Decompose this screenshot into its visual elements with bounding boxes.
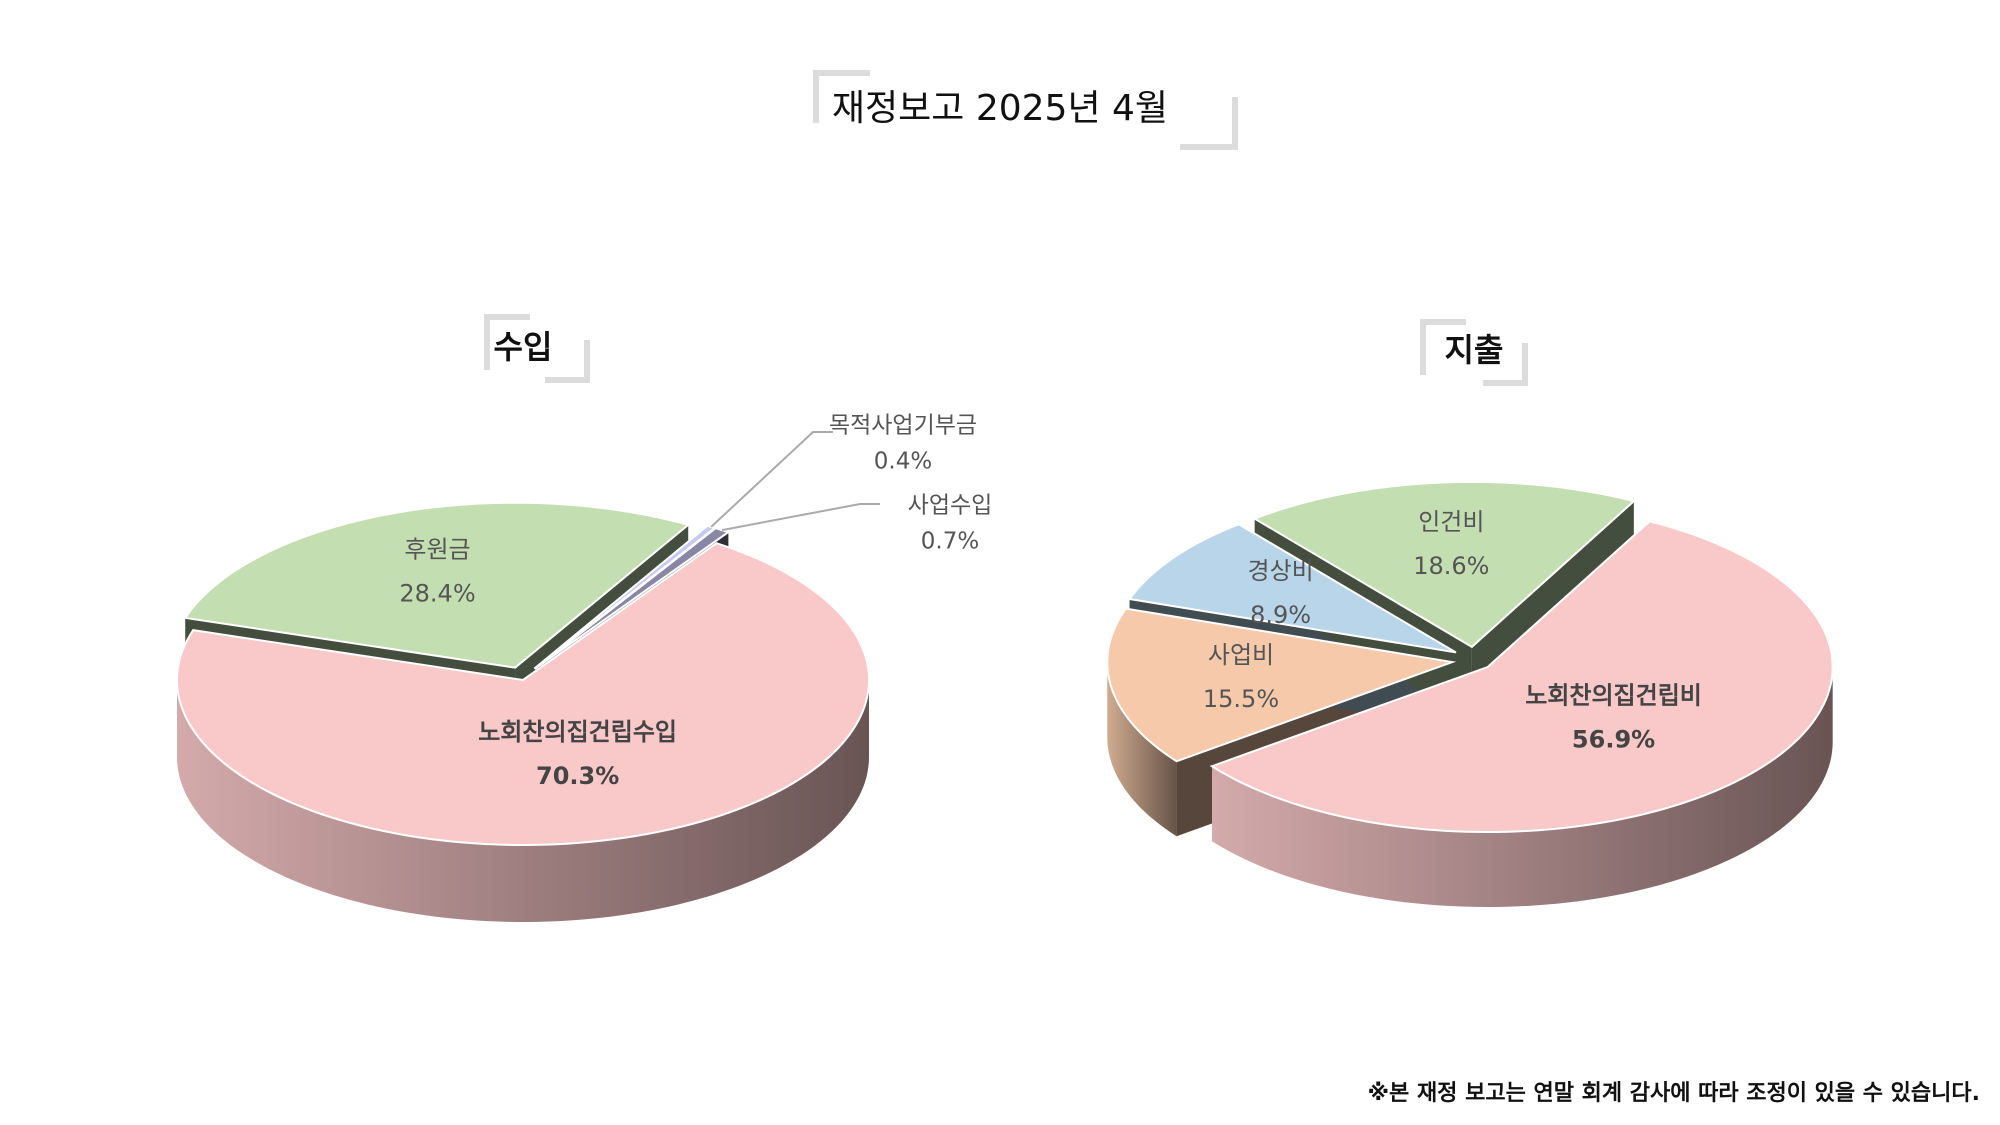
slice-wall: [1211, 667, 1833, 908]
slice-label: 목적사업기부금: [829, 413, 977, 439]
slice-value-label: 15.5%: [1203, 685, 1279, 713]
slice-value-label: 18.6%: [1413, 552, 1489, 580]
slice: [176, 542, 870, 846]
bracket: [1420, 319, 1466, 375]
chart-title: 수입: [494, 328, 553, 366]
bracket: [1483, 343, 1528, 386]
leader-line: [710, 431, 833, 528]
slice-label: 노회찬의집건립비: [1525, 681, 1702, 709]
slice-value-label: 0.7%: [921, 529, 979, 555]
page-title: 재정보고 2025년 4월: [832, 88, 1168, 129]
pie-walls: [1107, 662, 1833, 908]
pie-tops: [176, 501, 870, 846]
slice-value-label: 70.3%: [536, 762, 619, 790]
pie-walls: [177, 680, 869, 922]
slice-label: 후원금: [404, 535, 470, 563]
slice: [1209, 520, 1834, 834]
bracket: [1180, 97, 1238, 150]
bracket: [545, 340, 590, 383]
slice-value-label: 8.9%: [1250, 601, 1311, 629]
slice: [183, 501, 691, 669]
pie-tops: [1106, 480, 1834, 834]
slice-value-label: 56.9%: [1572, 725, 1655, 753]
slice-label: 사업비: [1208, 641, 1274, 669]
slice-value-label: 0.4%: [874, 449, 932, 475]
slice-label: 경상비: [1247, 557, 1313, 585]
slice: [1252, 480, 1636, 649]
slice: [1106, 607, 1457, 763]
slice-wall: [1107, 662, 1177, 837]
slice-label: 인건비: [1418, 508, 1484, 536]
slice-label: 노회찬의집건립수입: [478, 718, 677, 746]
slice: [1127, 523, 1457, 654]
chart-title: 지출: [1445, 331, 1504, 369]
leader-line: [721, 503, 880, 532]
bracket: [484, 314, 530, 370]
slice-label: 사업수입: [908, 493, 993, 519]
bracket: [813, 70, 870, 123]
slice-value-label: 28.4%: [399, 579, 475, 607]
footnote: ※본 재정 보고는 연말 회계 감사에 따라 조정이 있을 수 있습니다.: [1368, 1081, 1980, 1106]
slice-wall: [177, 680, 869, 922]
